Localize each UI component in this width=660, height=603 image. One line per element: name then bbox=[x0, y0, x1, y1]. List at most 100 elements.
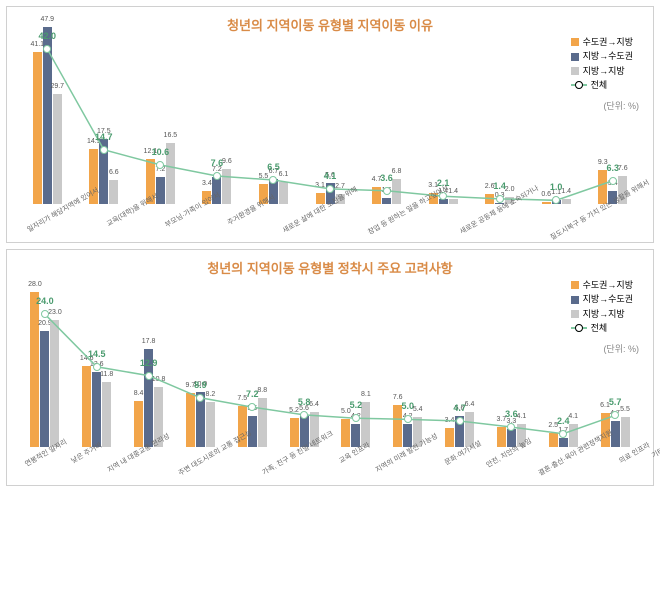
bar-group: 3.47.29.6 bbox=[189, 38, 246, 204]
bar-group: 3.11.41.4 bbox=[415, 38, 472, 204]
bar-value-label: 8.2 bbox=[206, 391, 216, 398]
bar-group: 3.15.62.7 bbox=[302, 38, 359, 204]
bar-value-label: 28.0 bbox=[28, 281, 42, 288]
bar-value-label: 6.4 bbox=[309, 401, 319, 408]
bar: 6.1 bbox=[279, 182, 288, 205]
bar: 9.7 bbox=[186, 393, 195, 447]
bar-value-label: 16.5 bbox=[164, 132, 178, 139]
bar-group: 14.613.611.8 bbox=[71, 281, 123, 447]
bar-value-label: 7.2 bbox=[212, 166, 222, 173]
bar-value-label: 1.6 bbox=[382, 187, 392, 194]
bar-value-label: 7.6 bbox=[393, 394, 403, 401]
x-axis-labels: 연봉적인 일자리낮은 주거비지역 내 대중교통 편리성주변 대도시로의 교통 접… bbox=[19, 447, 641, 481]
bar: 5.0 bbox=[341, 419, 350, 447]
bar-value-label: 4.2 bbox=[351, 413, 361, 420]
bar: 8.8 bbox=[258, 398, 267, 447]
bar: 41.1 bbox=[33, 52, 42, 204]
bar-value-label: 2.5 bbox=[548, 422, 558, 429]
bar-group: 41.147.929.7 bbox=[19, 38, 76, 204]
bar: 16.5 bbox=[166, 143, 175, 204]
bar-value-label: 3.4 bbox=[445, 417, 455, 424]
bar-group: 3.45.66.4 bbox=[434, 281, 486, 447]
bar-value-label: 3.4 bbox=[202, 180, 212, 187]
bar-value-label: 3.4 bbox=[608, 180, 618, 187]
bar-value-label: 4.1 bbox=[568, 413, 578, 420]
bar-value-label: 13.6 bbox=[90, 361, 104, 368]
bar-value-label: 4.1 bbox=[516, 413, 526, 420]
chart-panel: 청년의 지역이동 유형별 정착시 주요 고려사항수도권→지방지방→수도권지방→지… bbox=[6, 249, 654, 486]
bar-value-label: 9.3 bbox=[598, 159, 608, 166]
bar: 3.4 bbox=[445, 428, 454, 447]
bar-value-label: 5.6 bbox=[247, 405, 257, 412]
bar-value-label: 6.4 bbox=[465, 401, 475, 408]
bar-value-label: 6.1 bbox=[279, 171, 289, 178]
bar-group: 9.710.08.2 bbox=[174, 281, 226, 447]
bar: 5.6 bbox=[455, 416, 464, 447]
bar: 7.6 bbox=[393, 405, 402, 447]
bar-value-label: 6.1 bbox=[600, 402, 610, 409]
bar-group: 3.73.34.1 bbox=[485, 281, 537, 447]
bar-value-label: 6.6 bbox=[109, 169, 119, 176]
bar-value-label: 6.8 bbox=[392, 168, 402, 175]
bar: 1.7 bbox=[559, 438, 568, 447]
bar: 2.5 bbox=[549, 433, 558, 447]
bar-value-label: 8.4 bbox=[134, 390, 144, 397]
bar-value-label: 1.4 bbox=[561, 188, 571, 195]
bar: 17.8 bbox=[144, 349, 153, 447]
bar-value-label: 5.0 bbox=[341, 408, 351, 415]
plot-area: 41.147.929.714.917.56.612.17.216.53.47.2… bbox=[19, 38, 641, 238]
bar-groups: 41.147.929.714.917.56.612.17.216.53.47.2… bbox=[19, 38, 641, 204]
bar-group: 8.417.810.8 bbox=[123, 281, 175, 447]
bar-value-label: 17.5 bbox=[97, 128, 111, 135]
bar-group: 14.917.56.6 bbox=[76, 38, 133, 204]
bar: 47.9 bbox=[43, 27, 52, 204]
bar: 5.5 bbox=[621, 417, 630, 447]
bar-value-label: 10.8 bbox=[152, 376, 166, 383]
bar-value-label: 5.5 bbox=[259, 173, 269, 180]
bar-value-label: 8.8 bbox=[257, 387, 267, 394]
bar: 6.6 bbox=[109, 180, 118, 204]
bar: 10.0 bbox=[196, 392, 205, 447]
bar-group: 9.3 3.4 7.6 bbox=[584, 38, 641, 204]
bar-value-label: 1.1 bbox=[551, 189, 561, 196]
bar-value-label: 10.0 bbox=[194, 381, 208, 388]
bar-value-label: 5.6 bbox=[325, 172, 335, 179]
bar-group: 5.25.66.4 bbox=[278, 281, 330, 447]
bar: 20.9 bbox=[40, 331, 49, 447]
bar-value-label: 9.6 bbox=[222, 158, 232, 165]
bar: 8.4 bbox=[134, 401, 143, 447]
bar-groups: 28.020.923.014.613.611.88.417.810.89.710… bbox=[19, 281, 641, 447]
bar-value-label: 2.6 bbox=[485, 183, 495, 190]
bar-group: 2.51.74.1 bbox=[537, 281, 589, 447]
bar-group: 0.61.11.4 bbox=[528, 38, 585, 204]
bar-value-label: 5.6 bbox=[455, 405, 465, 412]
bar-value-label: 5.6 bbox=[299, 405, 309, 412]
chart-panel: 청년의 지역이동 유형별 지역이동 이유수도권→지방지방→수도권지방→지방전체(… bbox=[6, 6, 654, 243]
bar-value-label: 1.7 bbox=[558, 427, 568, 434]
bar: 23.0 bbox=[50, 320, 59, 447]
bar-value-label: 11.8 bbox=[100, 371, 113, 378]
bar-group: 5.04.2 8.1 bbox=[330, 281, 382, 447]
bar-group: 5.56.76.1 bbox=[245, 38, 302, 204]
bar-value-label: 47.9 bbox=[40, 16, 54, 23]
bar-value-label: 6.7 bbox=[269, 168, 279, 175]
x-axis-labels: 일자리가 해당지역에 있어서교육(대학)을 위해서부모님·가족이 있어서주거환경… bbox=[19, 204, 641, 238]
bar-group: 7.64.25.4 bbox=[382, 281, 434, 447]
bar: 4.7 bbox=[372, 187, 381, 204]
bar-value-label: 4.2 bbox=[403, 413, 413, 420]
bar-value-label: 8.1 bbox=[361, 391, 371, 398]
bar-group: 2.60.32.0 bbox=[471, 38, 528, 204]
bar-group: 12.17.216.5 bbox=[132, 38, 189, 204]
bar-value-label: 5.5 bbox=[620, 406, 630, 413]
bar: 29.7 bbox=[53, 94, 62, 204]
bar: 2.6 bbox=[485, 194, 494, 204]
bar-value-label: 3.7 bbox=[496, 416, 506, 423]
bar-group: 7.55.68.8 bbox=[226, 281, 278, 447]
bar: 8.2 bbox=[206, 402, 215, 447]
bar: 13.6 bbox=[92, 372, 101, 447]
bar-value-label: 0.3 bbox=[495, 192, 505, 199]
bar: 11.8 bbox=[102, 382, 111, 447]
bar: 5.2 bbox=[290, 418, 299, 447]
bar-value-label: 17.8 bbox=[142, 338, 156, 345]
bar-value-label: 7.6 bbox=[618, 165, 628, 172]
